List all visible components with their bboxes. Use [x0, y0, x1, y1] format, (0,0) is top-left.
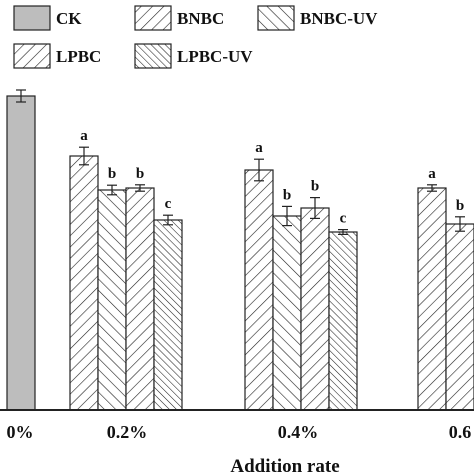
- bar-lpbc-uv-1: [153, 219, 183, 411]
- x-tick-label: 0%: [7, 422, 34, 442]
- significance-label: c: [165, 196, 172, 212]
- bar-lpbc-uv-2: [328, 231, 358, 411]
- bar-bnbc-2: [244, 169, 274, 411]
- legend-label-lpbc: LPBC: [56, 47, 101, 66]
- x-tick-labels: 0% 0.2% 0.4% 0.6: [7, 422, 472, 442]
- legend-label-bnbc-uv: BNBC-UV: [300, 9, 378, 28]
- significance-label: a: [255, 140, 263, 156]
- significance-label: c: [340, 211, 347, 227]
- legend-swatch-ck: [13, 5, 51, 31]
- x-axis-title: Addition rate: [230, 456, 339, 474]
- bar-bnbc-uv-1: [97, 189, 127, 411]
- bar-lpbc-3: [445, 223, 474, 411]
- significance-label: a: [80, 128, 88, 144]
- legend-swatch-lpbc: [13, 43, 51, 69]
- bar-lpbc-1: [125, 187, 155, 411]
- legend-swatch-bnbc-uv: [257, 5, 295, 31]
- significance-label: a: [428, 166, 436, 182]
- legend-label-lpbc-uv: LPBC-UV: [177, 47, 253, 66]
- x-tick-label: 0.6: [449, 422, 472, 442]
- significance-label: b: [136, 166, 144, 182]
- significance-label: b: [456, 198, 464, 214]
- legend-swatch-bnbc: [134, 5, 172, 31]
- bars-group: a b b c a b b c a b: [6, 89, 474, 411]
- bar-lpbc-2: [300, 207, 330, 411]
- x-tick-label: 0.2%: [107, 422, 148, 442]
- bar-bnbc-3: [417, 187, 447, 411]
- significance-label: b: [311, 179, 319, 195]
- legend-label-ck: CK: [56, 9, 82, 28]
- significance-label: b: [283, 187, 291, 203]
- legend: CK BNBC BNBC-UV LPBC LPBC-UV: [13, 5, 378, 69]
- significance-label: b: [108, 166, 116, 182]
- legend-label-bnbc: BNBC: [177, 9, 224, 28]
- legend-swatch-lpbc-uv: [134, 43, 172, 69]
- bar-bnbc-uv-2: [272, 215, 302, 411]
- bar-ck-0: [6, 95, 36, 411]
- x-tick-label: 0.4%: [278, 422, 319, 442]
- bar-bnbc-1: [69, 155, 99, 411]
